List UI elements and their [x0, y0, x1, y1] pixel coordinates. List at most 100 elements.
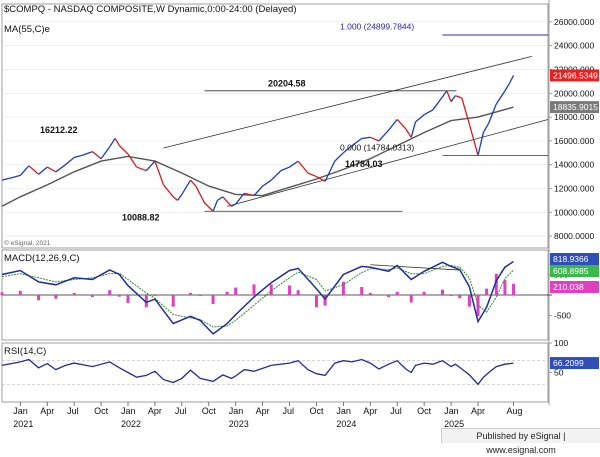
macd-histogram-bar — [108, 290, 112, 295]
price-segment — [342, 145, 353, 154]
macd-histogram-bar — [296, 290, 300, 295]
macd-value-label: 818.9366 — [553, 254, 589, 264]
year-label: 2023 — [229, 419, 249, 429]
price-segment — [19, 165, 30, 176]
chart-title: $COMPQ - NASDAQ COMPOSITE,W Dynamic,0:00… — [4, 4, 296, 15]
price-segment — [461, 97, 471, 125]
time-tick-label: Apr — [40, 406, 54, 416]
macd-histogram-bar — [341, 281, 345, 295]
annotation-low-2025: 14784.03 — [345, 159, 383, 169]
macd-histogram-bar — [360, 287, 364, 295]
price-segment — [212, 200, 218, 212]
price-segment — [55, 164, 66, 173]
price-segment — [504, 83, 510, 92]
price-segment — [136, 166, 147, 172]
time-tick-label: Apr — [363, 406, 377, 416]
price-segment — [495, 90, 506, 105]
annotation-peak-2024: 20204.58 — [268, 79, 306, 89]
price-segment — [488, 103, 497, 124]
price-segment — [262, 179, 272, 187]
time-tick-label: Jan — [121, 406, 136, 416]
price-segment — [378, 129, 390, 142]
rsi-label: RSI(14,C) — [4, 346, 46, 357]
time-tick-label: Apr — [256, 406, 270, 416]
price-segment — [410, 121, 417, 138]
price-segment — [351, 137, 363, 147]
price-segment — [177, 194, 183, 201]
time-tick-label: Oct — [417, 406, 432, 416]
price-segment — [455, 95, 463, 99]
macd-histogram-bar — [144, 295, 148, 308]
macd-histogram-bar — [323, 295, 327, 306]
price-tick-label: 10000.000 — [554, 207, 594, 217]
time-tick-label: Oct — [94, 406, 109, 416]
macd-histogram-bar — [252, 284, 256, 295]
macd-value-box — [550, 253, 599, 265]
macd-histogram-bar — [72, 292, 76, 295]
price-panel-frame — [1, 3, 549, 249]
price-segment — [11, 174, 21, 179]
price-segment — [482, 122, 490, 133]
time-tick-label: Apr — [148, 406, 162, 416]
macd-signal-line — [1, 264, 514, 328]
price-segment — [73, 154, 83, 159]
price-segment — [1, 177, 12, 181]
price-segment — [235, 192, 245, 205]
price-segment — [145, 160, 156, 172]
macd-histogram-bar — [90, 295, 94, 298]
price-segment — [217, 196, 224, 201]
price-segment — [441, 90, 448, 98]
price-segment — [396, 119, 407, 130]
time-tick-label: Jan — [229, 406, 244, 416]
macd-value-box — [550, 281, 599, 293]
macd-histogram-bar — [512, 283, 516, 295]
price-segment — [163, 184, 174, 198]
price-tick-label: 18000.000 — [554, 112, 594, 122]
price-segment — [446, 90, 452, 102]
rsi-tick-label: 50 — [554, 368, 564, 378]
price-segment — [280, 166, 290, 172]
macd-value-label: 608.8985 — [553, 266, 589, 276]
macd-histogram-bar — [126, 295, 130, 303]
ma-label: MA(55,C)e — [4, 24, 50, 35]
footer-credit: Published by eSignal | www.esignal.com — [441, 428, 600, 455]
macd-value-label: 210.038 — [553, 282, 584, 292]
price-segment — [450, 95, 456, 102]
price-segment — [189, 179, 197, 187]
current-price-box — [550, 69, 599, 82]
macd-histogram-bar — [211, 295, 215, 305]
price-segment — [289, 160, 299, 168]
price-segment — [38, 166, 48, 175]
price-tick-label: 26000.000 — [554, 17, 594, 27]
price-tick-label: 24000.000 — [554, 41, 594, 51]
price-segment — [127, 153, 138, 168]
price-segment — [324, 160, 336, 182]
rsi-line — [1, 358, 514, 386]
macd-histogram-bar — [37, 295, 41, 301]
macd-tick-label: -500 — [554, 310, 571, 320]
price-segment — [361, 136, 371, 140]
macd-histogram-bar — [395, 291, 399, 295]
year-label: 2022 — [121, 419, 141, 429]
rsi-value-label: 66.2099 — [553, 358, 584, 368]
price-segment — [270, 170, 282, 181]
macd-panel: 500-500MACD(12,26,9,C)818.9366608.898521… — [0, 253, 599, 335]
price-tick-label: 8000.0000 — [554, 231, 594, 241]
time-tick-label: Jul — [283, 406, 295, 416]
time-tick-label: Jan — [336, 406, 351, 416]
macd-histogram-bar — [422, 291, 426, 295]
watermark: © eSignal, 2021 — [4, 239, 51, 247]
annotation-low-2022: 10088.82 — [122, 213, 160, 223]
year-label: 2024 — [336, 419, 356, 429]
time-tick-label: Jul — [67, 406, 79, 416]
price-segment — [508, 75, 515, 85]
price-segment — [100, 146, 111, 160]
macd-line — [1, 260, 514, 335]
price-segment — [370, 136, 380, 142]
macd-histogram-bar — [494, 273, 498, 295]
macd-histogram-bar — [117, 295, 121, 297]
time-tick-label: Oct — [202, 406, 217, 416]
macd-histogram-bar — [234, 287, 238, 295]
rsi-tick-label: 100 — [554, 338, 568, 348]
price-segment — [253, 185, 264, 197]
